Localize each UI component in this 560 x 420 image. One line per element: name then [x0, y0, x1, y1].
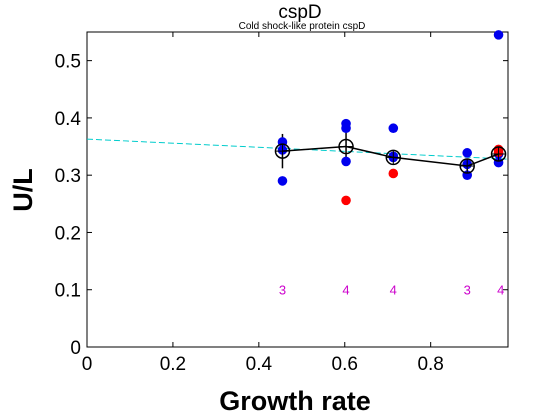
blue-point — [462, 148, 472, 158]
blue-point — [277, 176, 288, 186]
chart-subtitle: Cold shock-like protein cspD — [239, 21, 366, 32]
sample-count-label: 4 — [390, 283, 397, 298]
sample-count-label: 3 — [279, 283, 286, 298]
trend-line — [86, 138, 509, 160]
blue-point — [493, 30, 504, 40]
sample-counts: 3 4 4 3 4 — [279, 283, 504, 298]
x-tick-label: 0.4 — [246, 354, 273, 375]
y-tick-label: 0.2 — [55, 223, 81, 244]
x-tick-label: 0.8 — [417, 354, 443, 375]
x-axis-label: Growth rate — [219, 386, 371, 416]
y-axis-ticks: 0 0.1 0.2 0.3 0.4 0.5 — [55, 52, 508, 359]
y-tick-label: 0.3 — [55, 166, 81, 187]
blue-point — [388, 123, 399, 134]
y-tick-label: 0.1 — [55, 281, 81, 302]
y-tick-label: 0.5 — [55, 52, 81, 73]
x-tick-label: 0 — [82, 354, 93, 375]
x-tick-label: 0.2 — [160, 354, 186, 375]
x-tick-label: 0.6 — [332, 354, 358, 375]
blue-point — [341, 123, 351, 134]
sample-count-label: 4 — [342, 283, 349, 298]
chart-title: cspD — [278, 2, 321, 23]
trend-line-path — [86, 138, 509, 160]
red-point — [341, 195, 351, 206]
y-tick-label: 0 — [70, 338, 81, 359]
sample-count-label: 3 — [464, 283, 471, 298]
mean-series — [274, 138, 507, 174]
red-point — [388, 168, 399, 179]
y-axis-label: U/L — [8, 168, 38, 212]
plot-area — [86, 31, 509, 348]
sample-count-label: 4 — [497, 283, 504, 298]
x-axis-ticks: 0 0.2 0.4 0.6 0.8 — [82, 32, 444, 375]
y-tick-label: 0.4 — [55, 109, 82, 130]
blue-point — [341, 156, 351, 167]
